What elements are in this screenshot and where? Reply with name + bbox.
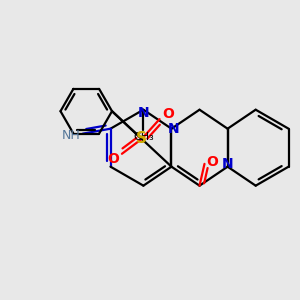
Text: N: N: [168, 122, 179, 136]
Text: NH: NH: [61, 129, 80, 142]
Text: N: N: [138, 106, 149, 120]
Text: S: S: [136, 131, 147, 146]
Text: O: O: [206, 155, 218, 169]
Text: O: O: [107, 152, 119, 166]
Text: O: O: [163, 107, 174, 121]
Text: CH₃: CH₃: [133, 133, 154, 142]
Text: N: N: [222, 157, 233, 171]
